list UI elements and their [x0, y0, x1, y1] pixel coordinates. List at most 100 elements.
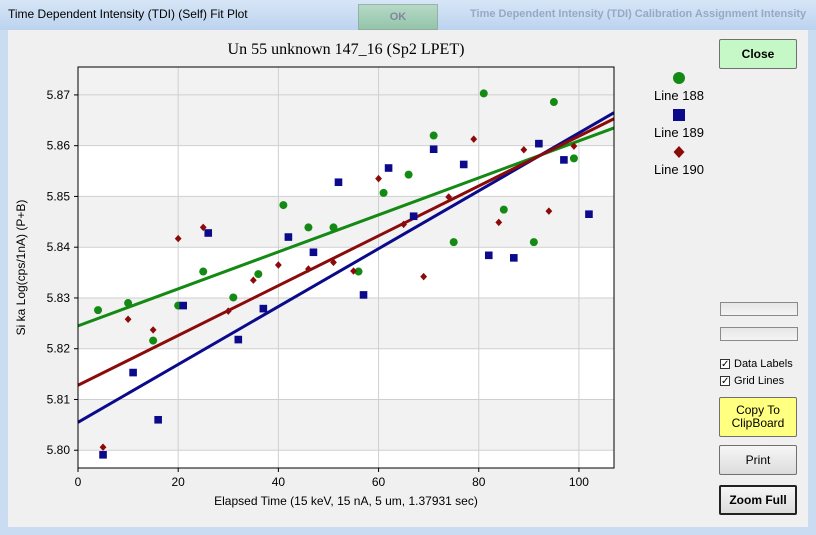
close-button[interactable]: Close: [719, 39, 797, 69]
data-point-series-3: [274, 261, 282, 269]
data-point-series-2: [484, 251, 493, 260]
data-point-series-2: [459, 160, 468, 169]
data-point-series-1: [279, 201, 288, 210]
data-point-series-2: [179, 301, 187, 310]
background-window-title: Time Dependent Intensity (TDI) Calibrati…: [470, 8, 807, 20]
data-point-series-2: [284, 233, 293, 241]
fit-plot-chart: 0 20 40 60 80 100 5.80 5.81 5.82 5.83 5.84 5.85 5.86…: [14, 41, 704, 508]
data-point-series-3: [350, 267, 357, 275]
chart-title: Un 55 unknown 147_16 (Sp2 LPET): [228, 41, 465, 58]
copy-to-clipboard-button[interactable]: Copy To ClipBoard: [719, 397, 797, 437]
data-point-series-1: [229, 293, 238, 302]
data-point-series-2: [510, 254, 518, 262]
data-point-series-2: [535, 139, 543, 148]
data-point-series-2: [384, 164, 393, 172]
data-point-series-1: [379, 188, 388, 197]
x-axis-label: Elapsed Time (15 keV, 15 nA, 5 um, 1.379…: [214, 494, 478, 508]
x-tick-label: 20: [172, 475, 186, 489]
grid-band: [78, 94, 614, 146]
copy-label-line1: Copy To: [736, 403, 780, 417]
grid-lines-label: Grid Lines: [734, 375, 785, 387]
title-bar: Time Dependent Intensity (TDI) (Self) Fi…: [0, 0, 816, 30]
data-point-series-1: [254, 270, 263, 279]
data-point-series-3: [520, 145, 528, 154]
grid-band: [78, 196, 614, 248]
data-point-series-1: [549, 98, 558, 107]
data-point-series-1: [449, 238, 458, 247]
data-point-series-2: [204, 229, 213, 237]
zoom-full-button[interactable]: Zoom Full: [719, 485, 797, 515]
data-point-series-3: [375, 174, 382, 183]
x-tick-label: 80: [472, 475, 486, 489]
y-tick-label: 5.87: [47, 88, 71, 102]
grid-band: [78, 399, 614, 451]
data-point-series-2: [334, 178, 343, 187]
data-point-series-1: [499, 205, 508, 214]
data-point-series-3: [124, 315, 132, 324]
data-point-series-3: [445, 193, 453, 201]
data-point-series-3: [470, 135, 478, 143]
data-point-series-1: [569, 154, 578, 163]
data-point-series-3: [495, 218, 503, 227]
data-labels-label: Data Labels: [734, 358, 793, 370]
data-point-series-1: [94, 306, 103, 315]
status-field-1: [720, 302, 798, 316]
data-point-series-2: [129, 368, 137, 377]
checkbox-check-icon: ✓: [720, 376, 730, 387]
data-point-series-3: [570, 142, 578, 150]
data-point-series-2: [259, 304, 268, 313]
plot-panel: 0 20 40 60 80 100 5.80 5.81 5.82 5.83 5.84 5.85 5.86…: [8, 30, 808, 527]
data-point-series-3: [149, 326, 157, 334]
data-point-series-1: [429, 131, 438, 140]
x-tick-label: 100: [569, 475, 589, 489]
y-tick-label: 5.84: [47, 240, 71, 254]
status-field-2: [720, 327, 798, 341]
data-point-series-2: [309, 248, 318, 257]
y-tick-label: 5.80: [47, 443, 71, 457]
data-point-series-3: [420, 272, 428, 281]
data-point-series-3: [199, 223, 207, 232]
data-point-series-2: [585, 210, 593, 219]
data-point-series-3: [174, 234, 182, 243]
y-tick-label: 5.82: [47, 342, 71, 356]
y-axis-label: Si ka Log(cps/1nA) (P+B): [14, 200, 28, 336]
data-point-series-3: [400, 220, 408, 229]
data-point-series-3: [305, 265, 312, 273]
data-point-series-1: [329, 223, 338, 232]
data-point-series-3: [545, 207, 553, 215]
data-point-series-3: [330, 258, 337, 267]
legend-label-1: Line 188: [654, 88, 704, 103]
data-point-series-2: [99, 451, 107, 459]
x-tick-label: 40: [272, 475, 286, 489]
copy-label-line2: ClipBoard: [731, 416, 785, 430]
data-labels-checkbox[interactable]: ✓ Data Labels: [720, 358, 793, 370]
fit-line-3: [77, 117, 615, 387]
data-point-series-1: [354, 267, 363, 276]
data-point-series-3: [249, 276, 257, 284]
grid-band: [78, 297, 614, 349]
data-point-series-1: [124, 299, 133, 308]
data-point-series-1: [529, 238, 538, 247]
legend-marker-1: [673, 72, 685, 84]
data-point-series-2: [409, 212, 418, 221]
legend-marker-3: [673, 145, 685, 159]
y-tick-label: 5.83: [47, 291, 71, 305]
plot-frame: [77, 66, 615, 469]
data-point-series-2: [359, 291, 368, 299]
grid-band: [78, 67, 614, 95]
print-button[interactable]: Print: [719, 445, 797, 475]
y-tick-label: 5.86: [47, 139, 71, 153]
background-window-button: OK: [358, 4, 438, 30]
data-point-series-1: [149, 336, 158, 345]
grid-lines-checkbox[interactable]: ✓ Grid Lines: [720, 375, 784, 387]
data-point-series-2: [154, 415, 162, 424]
x-tick-label: 60: [372, 475, 386, 489]
data-point-series-2: [560, 156, 568, 164]
window-title: Time Dependent Intensity (TDI) (Self) Fi…: [8, 7, 248, 21]
legend-label-3: Line 190: [654, 162, 704, 177]
data-point-series-1: [479, 89, 488, 98]
checkbox-check-icon: ✓: [720, 359, 730, 370]
data-point-series-1: [199, 267, 208, 276]
x-tick-label: 0: [75, 475, 82, 489]
